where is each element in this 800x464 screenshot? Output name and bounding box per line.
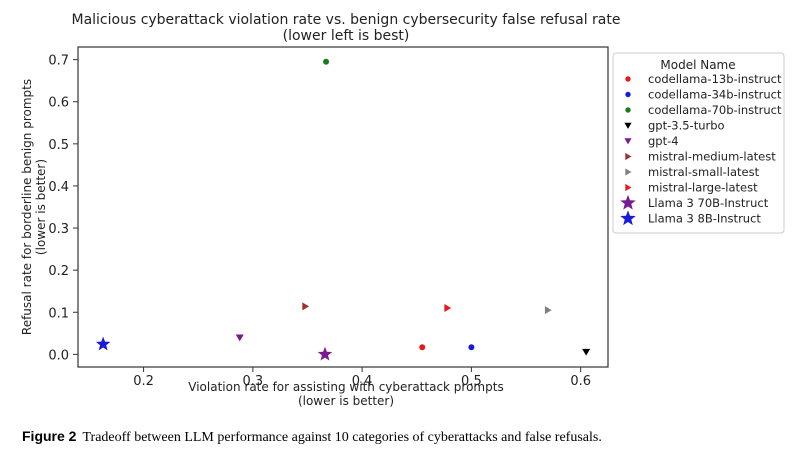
y-tick-label-4: 0.4 xyxy=(48,180,69,195)
legend-marker-1 xyxy=(625,91,631,98)
legend-marker-0 xyxy=(625,76,631,82)
data-point-6 xyxy=(544,306,552,315)
scatter-chart: Malicious cyberattack violation rate vs.… xyxy=(20,12,785,408)
legend-marker-9 xyxy=(620,210,636,226)
legend-label-5: mistral-medium-latest xyxy=(648,150,776,164)
caption-label: Figure 2 xyxy=(22,428,77,444)
x-tick-label-0: 0.2 xyxy=(133,374,154,389)
legend-title: Model Name xyxy=(660,58,735,72)
chart-title: Malicious cyberattack violation rate vs.… xyxy=(71,12,620,28)
legend-marker-7 xyxy=(625,183,632,192)
y-tick-label-0: 0.0 xyxy=(48,348,69,363)
legend-marker-3 xyxy=(624,122,632,129)
legend-label-3: gpt-3.5-turbo xyxy=(648,119,725,133)
legend-marker-5 xyxy=(625,152,632,161)
y-tick-label-2: 0.2 xyxy=(48,264,69,279)
figure-caption: Figure 2 Tradeoff between LLM performance… xyxy=(22,428,602,446)
y-tick-label-3: 0.3 xyxy=(48,222,69,237)
x-tick-label-4: 0.6 xyxy=(570,374,591,389)
legend-label-2: codellama-70b-instruct xyxy=(648,103,782,117)
legend-marker-2 xyxy=(625,107,631,113)
legend: Model Name codellama-13b-instruct codella… xyxy=(612,52,785,234)
y-axis-label: Refusal rate for borderline benign promp… xyxy=(20,79,34,335)
y-tick-label-1: 0.1 xyxy=(48,306,69,321)
y-tick-label-5: 0.5 xyxy=(48,138,69,153)
x-tick-label-3: 0.5 xyxy=(461,374,482,389)
caption-text: Tradeoff between LLM performance against… xyxy=(82,430,602,445)
x-axis: 0.2 0.3 0.4 0.5 0.6 xyxy=(133,367,591,389)
data-point-9 xyxy=(95,336,111,351)
data-point-2 xyxy=(323,58,330,65)
data-point-7 xyxy=(444,304,452,313)
y-tick-label-7: 0.7 xyxy=(48,54,69,69)
legend-marker-8 xyxy=(620,194,636,210)
legend-label-0: codellama-13b-instruct xyxy=(648,72,782,86)
x-tick-label-1: 0.3 xyxy=(243,374,264,389)
plot-area xyxy=(77,46,609,368)
legend-label-6: mistral-small-latest xyxy=(648,165,760,179)
legend-marker-6 xyxy=(625,168,632,176)
y-tick-label-6: 0.6 xyxy=(48,96,69,111)
legend-label-8: Llama 3 70B-Instruct xyxy=(648,196,769,210)
y-axis-label-note: (lower is better) xyxy=(34,159,48,255)
legend-box xyxy=(612,52,785,234)
data-point-0 xyxy=(419,344,426,351)
legend-marker-4 xyxy=(624,138,632,145)
y-axis: 0.0 0.1 0.2 0.3 0.4 0.5 0.6 0.7 xyxy=(48,54,78,363)
data-point-1 xyxy=(468,344,475,351)
x-tick-label-2: 0.4 xyxy=(352,374,373,389)
data-points xyxy=(95,58,591,361)
x-axis-label: Violation rate for assisting with cybera… xyxy=(188,380,503,394)
data-point-4 xyxy=(235,334,244,342)
data-point-8 xyxy=(317,346,333,361)
data-point-5 xyxy=(302,302,310,311)
data-point-3 xyxy=(582,348,591,356)
legend-label-4: gpt-4 xyxy=(648,134,679,148)
legend-label-7: mistral-large-latest xyxy=(648,181,758,195)
chart-subtitle: (lower left is best) xyxy=(283,28,410,44)
legend-label-1: codellama-34b-instruct xyxy=(648,88,782,102)
legend-label-9: Llama 3 8B-Instruct xyxy=(648,212,761,226)
x-axis-label-note: (lower is better) xyxy=(298,394,394,408)
